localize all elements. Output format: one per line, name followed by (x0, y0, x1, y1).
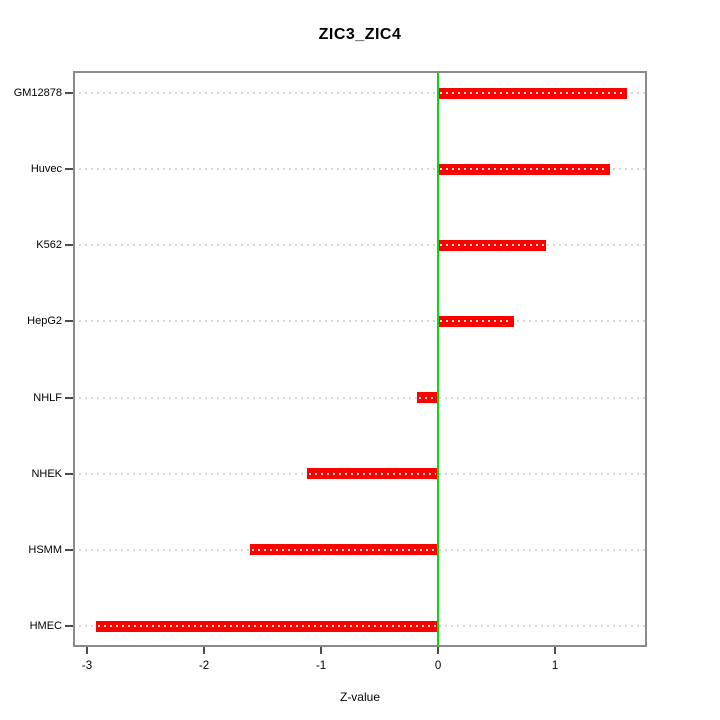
y-tick-label-hmec: HMEC (29, 620, 62, 632)
y-tick-label-huvec: Huvec (30, 163, 62, 176)
y-tick (65, 92, 73, 94)
zero-line (437, 71, 440, 647)
bar-gridline-overlay (440, 92, 625, 94)
bar-gm12878 (438, 87, 627, 99)
y-tick (65, 472, 73, 475)
x-tick-label: 1 (551, 660, 559, 672)
y-tick-label-hsmm: HSMM (28, 543, 62, 556)
y-tick-label-hepg2: HepG2 (27, 315, 62, 328)
y-tick (65, 168, 73, 171)
x-tick-label: -1 (315, 660, 327, 672)
plot-area (73, 71, 647, 647)
x-tick (86, 647, 89, 654)
bar-nhlf (417, 392, 439, 404)
bar-hsmm (249, 544, 439, 556)
y-tick (65, 548, 73, 551)
y-tick (65, 625, 73, 627)
grid-line (73, 244, 647, 247)
x-tick-label: -2 (198, 660, 210, 672)
bar-gridline-overlay (309, 472, 437, 475)
x-tick (203, 647, 206, 654)
x-tick (554, 647, 557, 654)
y-tick (65, 244, 73, 247)
bar-nhek (307, 468, 439, 480)
grid-line (73, 168, 647, 171)
y-tick-label-nhlf: NHLF (33, 391, 62, 404)
bar-hmec (96, 620, 439, 632)
grid-line (73, 396, 647, 399)
grid-line (73, 320, 647, 323)
bar-gridline-overlay (440, 244, 544, 247)
bar-hepg2 (438, 315, 515, 327)
y-tick (65, 396, 73, 399)
bar-gridline-overlay (440, 320, 513, 323)
grid-line (73, 92, 647, 94)
bar-gridline-overlay (251, 548, 437, 551)
x-tick (320, 647, 323, 654)
bar-k562 (438, 239, 546, 251)
bar-gridline-overlay (419, 396, 437, 399)
y-tick-label-gm12878: GM12878 (13, 87, 62, 99)
x-axis-title: Z-value (339, 690, 380, 704)
bar-gridline-overlay (98, 625, 437, 627)
x-tick (437, 647, 440, 654)
x-tick-label: 0 (434, 660, 442, 672)
y-tick-label-k562: K562 (36, 239, 62, 252)
bar-gridline-overlay (440, 168, 609, 171)
chart-title: ZIC3_ZIC4 (318, 26, 402, 43)
x-tick-label: -3 (81, 660, 93, 672)
y-tick-label-nhek: NHEK (31, 467, 62, 480)
y-tick (65, 320, 73, 323)
bar-huvec (438, 163, 611, 175)
